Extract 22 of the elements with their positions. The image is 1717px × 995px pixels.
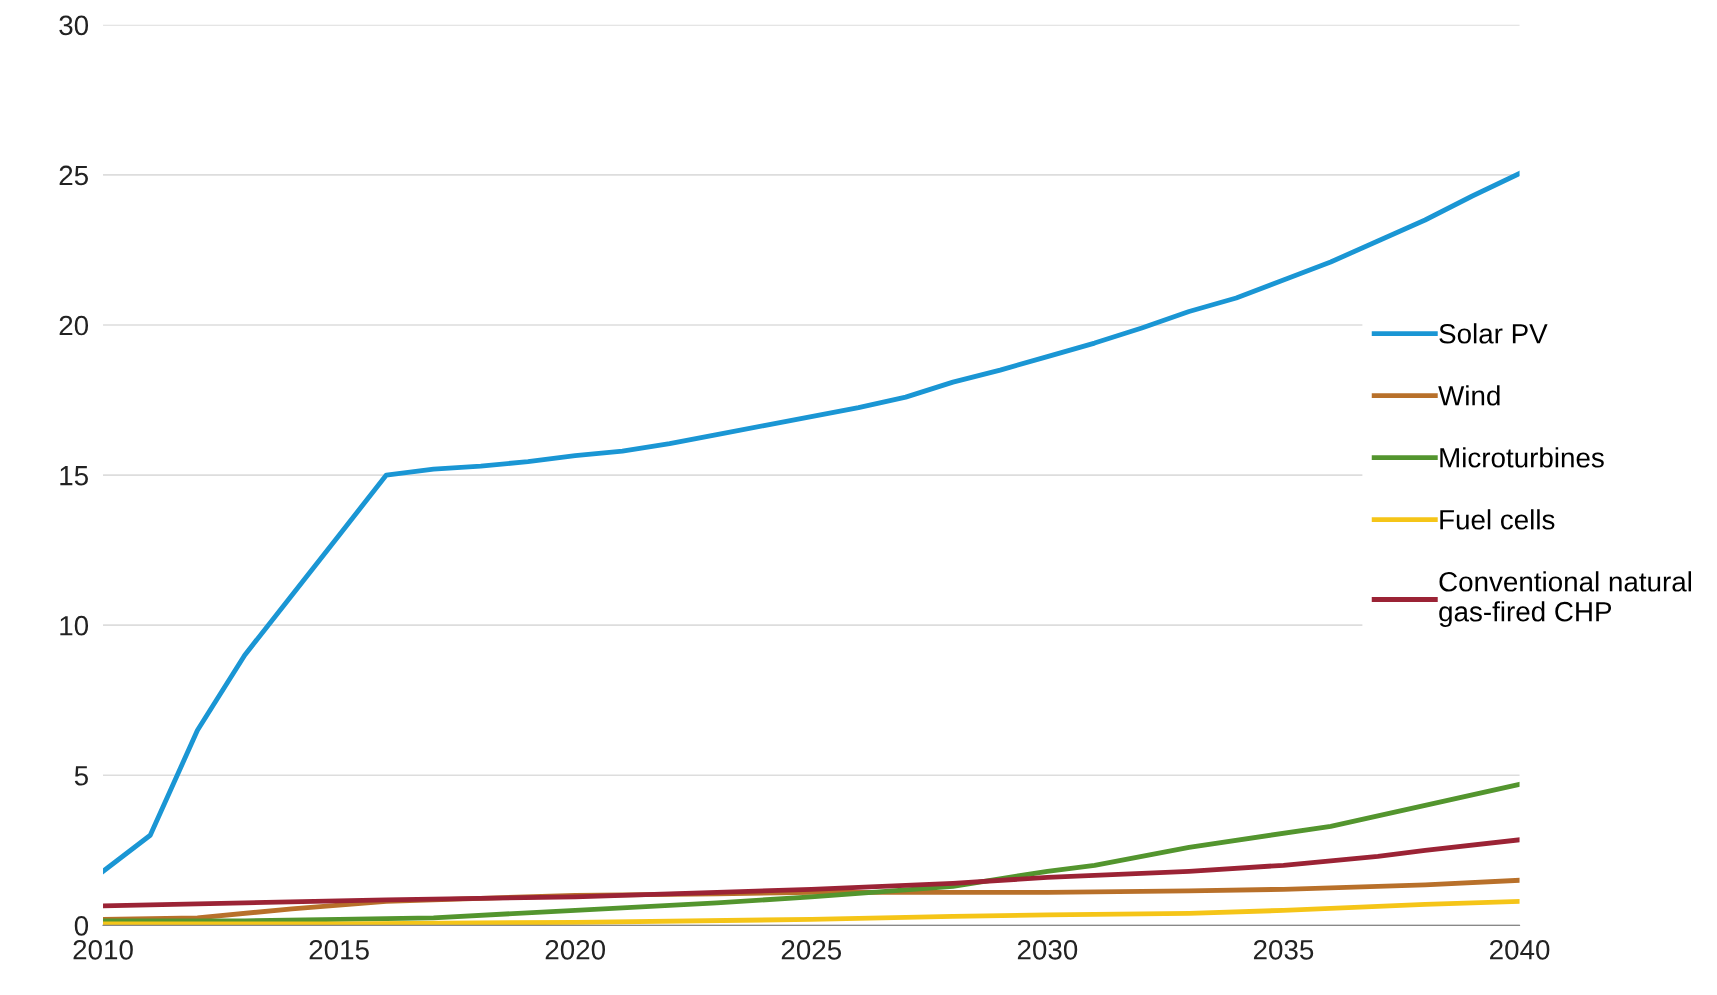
legend-label: Microturbines	[1440, 447, 1604, 468]
x-tick-label: 2020	[545, 939, 606, 960]
line-series	[103, 898, 1520, 926]
legend-label: Fuel cells	[1440, 509, 1555, 530]
y-tick-label: 30	[59, 15, 89, 36]
y-tick-label: 25	[59, 165, 88, 186]
y-tick-label: 15	[60, 466, 88, 486]
y-tick-label: 20	[59, 315, 89, 336]
legend-label: Conventional natural gas-fired CHP	[1439, 571, 1692, 628]
x-tick-label: 2030	[1017, 939, 1078, 960]
x-tick-label: 2040	[1490, 939, 1550, 960]
legend-label: Solar PV	[1439, 323, 1548, 344]
legend-label: Wind	[1438, 385, 1500, 406]
line-series	[103, 781, 1520, 924]
x-tick-label: 2010	[73, 939, 133, 960]
x-tick-label: 2015	[309, 939, 369, 960]
y-tick-label: 0	[74, 916, 89, 936]
y-tick-label: 10	[60, 615, 89, 636]
y-tick-label: 5	[74, 766, 88, 786]
x-tick-label: 2025	[781, 939, 842, 960]
x-tick-label: 2035	[1253, 939, 1314, 960]
line-series	[103, 837, 1520, 909]
